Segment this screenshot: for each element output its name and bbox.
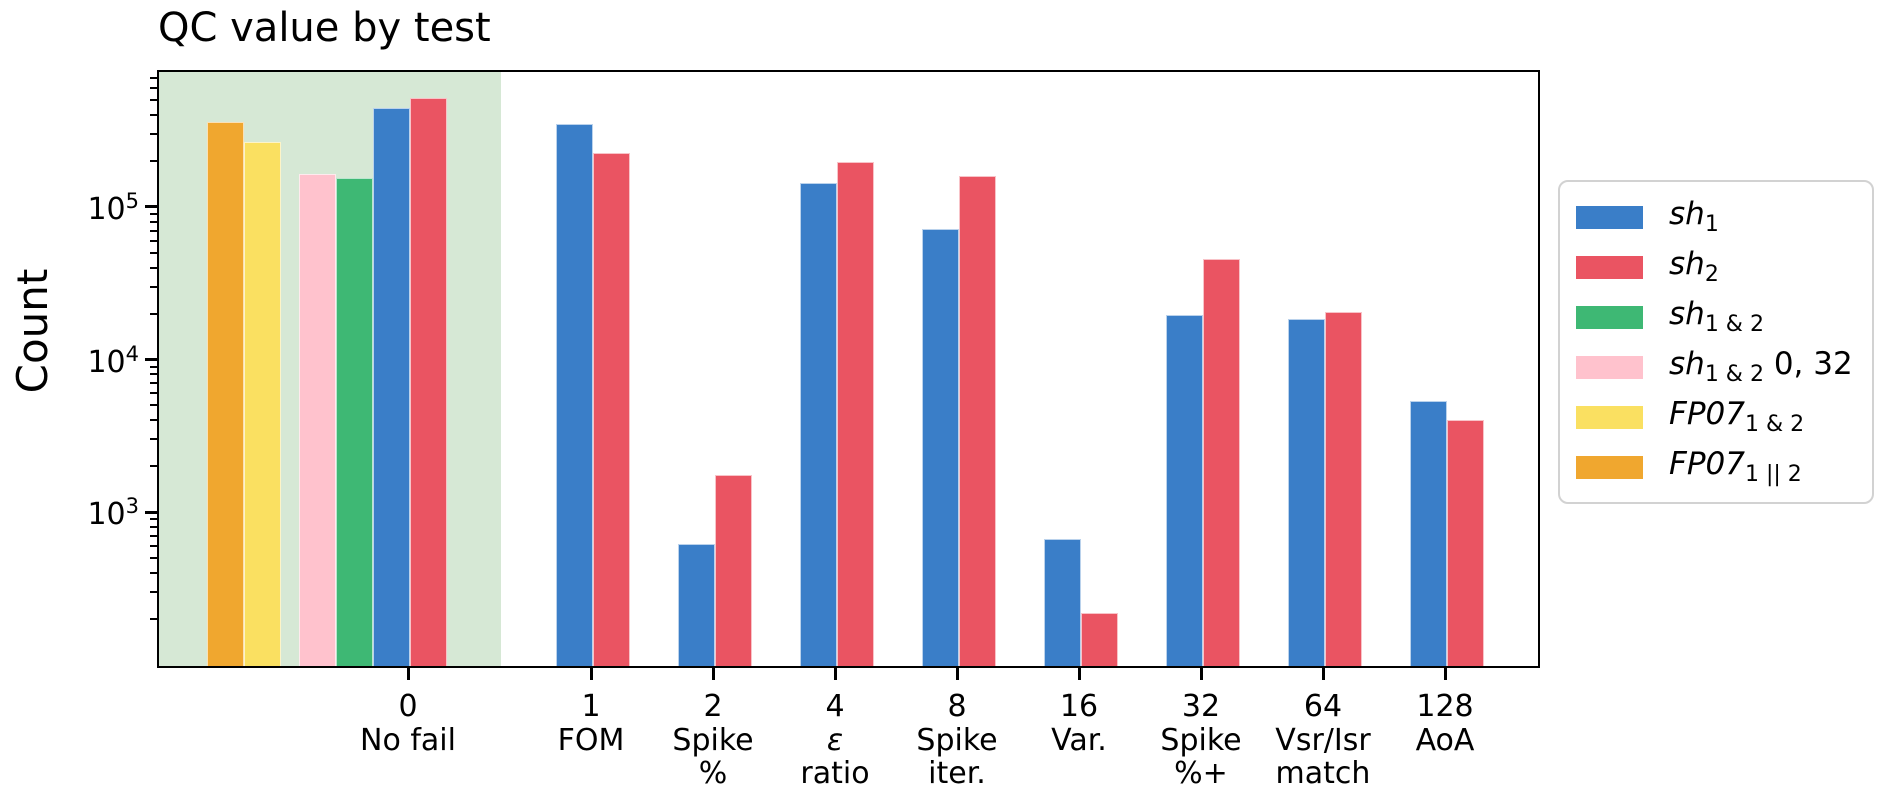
bar-sh2-cat32	[1203, 259, 1240, 666]
bar-sh1-cat2	[678, 543, 715, 666]
x-tick-4	[834, 668, 837, 680]
y-minor-tick	[150, 160, 157, 162]
bar-sh1-cat1	[556, 123, 593, 666]
y-minor-tick	[150, 87, 157, 90]
y-minor-tick	[150, 99, 157, 102]
y-major-tick-10e3	[145, 510, 157, 514]
x-tick-label-1: 1 FOM	[557, 689, 625, 758]
bar-sh1-cat64	[1288, 318, 1325, 666]
y-tick-label-10e4: 104	[87, 341, 139, 380]
y-minor-tick	[150, 239, 157, 242]
y-minor-tick	[150, 114, 157, 117]
x-tick-label-8: 8 Spike iter.	[916, 689, 998, 792]
bar-sh1-cat128	[1410, 400, 1447, 666]
y-minor-tick	[150, 465, 157, 468]
bar-sh1-cat8	[922, 228, 959, 666]
bar-sh2-cat8	[959, 175, 996, 666]
legend-label-sh1: sh1	[1669, 196, 1719, 238]
y-tick-label-10e3: 103	[87, 494, 139, 532]
legend-item-fp07-1and2: FP071 & 2	[1576, 392, 1866, 442]
y-minor-tick	[150, 534, 157, 537]
legend-label-fp07-1par2: FP071 || 2	[1669, 446, 1802, 488]
bar-sh2-cat2	[715, 474, 752, 666]
legend-label-sh1and2-0-32: sh1 & 2 0, 32	[1669, 346, 1853, 388]
y-minor-tick	[150, 404, 157, 407]
x-tick-label-16: 16 Var.	[1051, 689, 1107, 758]
y-minor-tick	[150, 438, 157, 441]
y-tick-label-10e5: 105	[87, 188, 139, 227]
bar-sh1-cat0	[373, 108, 410, 666]
y-minor-tick	[150, 229, 157, 232]
bar-sh1and2-cat0	[336, 178, 373, 666]
bar-sh2-cat0	[410, 98, 447, 666]
legend-item-fp07-1par2: FP071 || 2	[1576, 442, 1866, 492]
x-tick-128	[1444, 668, 1447, 680]
legend-label-sh2: sh2	[1669, 246, 1719, 288]
legend-swatch-sh1and2-0-32	[1576, 355, 1643, 379]
x-tick-64	[1322, 668, 1325, 680]
bar-sh1-cat16	[1044, 538, 1081, 666]
x-tick-label-128: 128 AoA	[1415, 689, 1475, 758]
y-minor-tick	[150, 392, 157, 395]
y-minor-tick	[150, 220, 157, 223]
x-tick-label-4: 4 ε ratio	[800, 689, 870, 792]
y-minor-tick	[150, 285, 157, 288]
legend: sh1 sh2 sh1 & 2 sh1 & 2 0, 32 FP071 & 2 FP071…	[1558, 180, 1874, 504]
x-tick-16	[1078, 668, 1081, 680]
y-minor-tick	[150, 133, 157, 136]
bar-sh2-cat1	[593, 152, 630, 666]
x-tick-1	[590, 668, 593, 680]
chart-title: QC value by test	[158, 5, 491, 51]
bar-sh1-cat32	[1166, 315, 1203, 666]
y-minor-tick	[150, 266, 157, 269]
x-tick-label-2: 2 Spike%	[672, 689, 754, 792]
x-tick-label-32: 32 Spike %+	[1160, 689, 1242, 792]
x-tick-8	[956, 668, 959, 680]
legend-swatch-sh2	[1576, 255, 1643, 279]
bar-sh1-cat4	[800, 182, 837, 666]
bar-sh2-cat128	[1447, 419, 1484, 666]
y-major-tick-10e5	[145, 205, 157, 209]
legend-swatch-fp07-1and2	[1576, 405, 1643, 429]
legend-swatch-sh1and2	[1576, 305, 1643, 329]
bar-sh1and2-0-32-cat0	[299, 173, 336, 666]
x-tick-label-0: 0 No fail	[360, 689, 456, 758]
bar-sh2-cat16	[1081, 613, 1118, 666]
legend-swatch-fp07-1par2	[1576, 455, 1643, 479]
x-tick-0	[407, 668, 410, 680]
y-minor-tick	[150, 419, 157, 422]
bar-fp07-1and2-cat0	[243, 141, 281, 666]
y-minor-tick	[150, 590, 157, 593]
bar-fp07-1par2-cat0	[206, 121, 244, 666]
y-minor-tick	[150, 525, 157, 528]
plot-area	[157, 70, 1540, 668]
y-axis-label: Count	[8, 268, 57, 394]
legend-item-sh2: sh2	[1576, 242, 1866, 292]
y-minor-tick	[150, 312, 157, 315]
bar-sh2-cat64	[1325, 311, 1362, 666]
x-tick-label-64: 64 Vsr/Isr match	[1275, 689, 1371, 792]
x-tick-32	[1200, 668, 1203, 680]
y-minor-tick	[150, 373, 157, 376]
y-minor-tick	[150, 617, 157, 620]
y-minor-tick	[150, 544, 157, 547]
y-minor-tick	[150, 365, 157, 368]
legend-item-sh1: sh1	[1576, 192, 1866, 242]
y-minor-tick	[150, 518, 157, 520]
y-minor-tick	[150, 557, 157, 559]
y-minor-tick	[150, 77, 157, 79]
legend-item-sh1and2-0-32: sh1 & 2 0, 32	[1576, 342, 1866, 392]
y-major-tick-10e4	[145, 358, 157, 361]
legend-label-fp07-1and2: FP071 & 2	[1669, 396, 1805, 438]
y-minor-tick	[150, 382, 157, 385]
y-minor-tick	[150, 251, 157, 254]
legend-label-sh1and2: sh1 & 2	[1669, 296, 1764, 338]
x-tick-2	[712, 668, 715, 680]
bar-sh2-cat4	[837, 162, 874, 666]
legend-item-sh1and2: sh1 & 2	[1576, 292, 1866, 342]
y-minor-tick	[150, 212, 157, 215]
y-minor-tick	[150, 571, 157, 574]
legend-swatch-sh1	[1576, 205, 1643, 229]
